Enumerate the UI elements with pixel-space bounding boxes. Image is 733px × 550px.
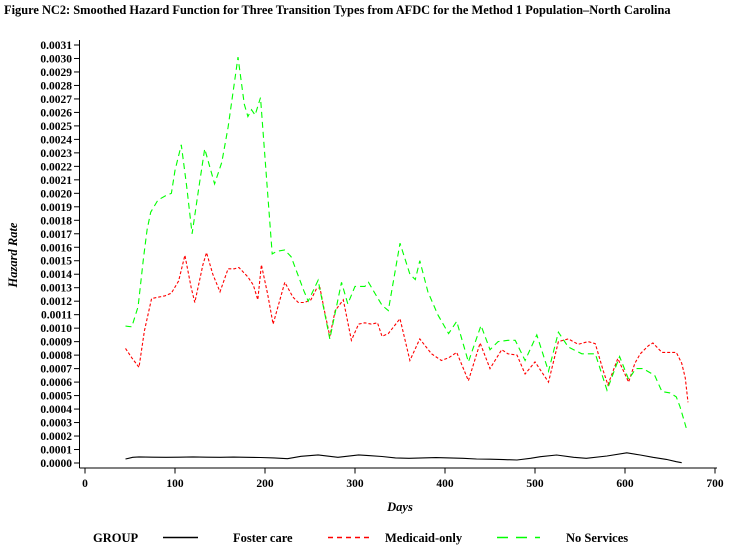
y-tick-label: 0.0014 (40, 269, 72, 281)
y-tick-label: 0.0017 (40, 229, 72, 241)
x-tick-label: 200 (256, 478, 274, 490)
y-tick-label: 0.0028 (40, 80, 72, 92)
y-tick-label: 0.0018 (40, 215, 72, 227)
y-tick-label: 0.0019 (40, 202, 72, 214)
chart-title: Figure NC2: Smoothed Hazard Function for… (4, 3, 671, 17)
y-tick-label: 0.0025 (40, 121, 72, 133)
y-tick-label: 0.0001 (40, 445, 72, 457)
y-tick-label: 0.0004 (40, 404, 72, 416)
series-line-foster-care (125, 452, 682, 464)
y-tick-label: 0.0012 (40, 296, 72, 308)
series-line-no-services (125, 57, 687, 429)
x-tick-label: 500 (526, 478, 544, 490)
y-tick-label: 0.0027 (40, 94, 72, 106)
y-tick-label: 0.0030 (40, 53, 72, 65)
y-tick-label: 0.0000 (40, 458, 72, 470)
legend-label-foster-care: Foster care (233, 531, 293, 545)
y-tick-label: 0.0029 (40, 67, 72, 79)
y-tick-label: 0.0007 (40, 364, 72, 376)
y-tick-label: 0.0011 (41, 310, 72, 322)
y-tick-label: 0.0009 (40, 337, 72, 349)
y-tick-label: 0.0013 (40, 283, 72, 295)
y-tick-label: 0.0023 (40, 148, 72, 160)
y-tick-label: 0.0008 (40, 350, 72, 362)
y-tick-label: 0.0031 (40, 40, 72, 52)
y-tick-label: 0.0010 (40, 323, 72, 335)
x-tick-label: 600 (616, 478, 634, 490)
legend: GROUP Foster care Medicaid-only No Servi… (93, 531, 628, 545)
y-tick-label: 0.0015 (40, 256, 72, 268)
x-tick-label: 100 (166, 478, 184, 490)
series-line-medicaid-only (125, 250, 689, 403)
plot-series (125, 57, 689, 464)
x-tick-label: 400 (436, 478, 454, 490)
x-tick-label: 300 (346, 478, 364, 490)
legend-label-medicaid-only: Medicaid-only (385, 531, 463, 545)
y-tick-label: 0.0020 (40, 188, 72, 200)
y-tick-label: 0.0016 (40, 242, 72, 254)
y-axis-title: Hazard Rate (6, 222, 20, 288)
x-axis-title: Days (386, 500, 413, 514)
y-tick-label: 0.0021 (40, 175, 72, 187)
x-tick-label: 700 (706, 478, 724, 490)
y-tick-label: 0.0002 (40, 431, 72, 443)
y-tick-label: 0.0006 (40, 377, 72, 389)
x-tick-label: 0 (82, 478, 88, 490)
y-tick-label: 0.0026 (40, 107, 72, 119)
y-tick-label: 0.0022 (40, 161, 72, 173)
legend-group-label: GROUP (93, 531, 139, 545)
y-tick-label: 0.0024 (40, 134, 72, 146)
x-axis: 0 100 200 300 400 500 600 700 (79, 467, 724, 490)
legend-label-no-services: No Services (566, 531, 628, 545)
y-tick-label: 0.0003 (40, 418, 72, 430)
y-tick-label: 0.0005 (40, 391, 72, 403)
